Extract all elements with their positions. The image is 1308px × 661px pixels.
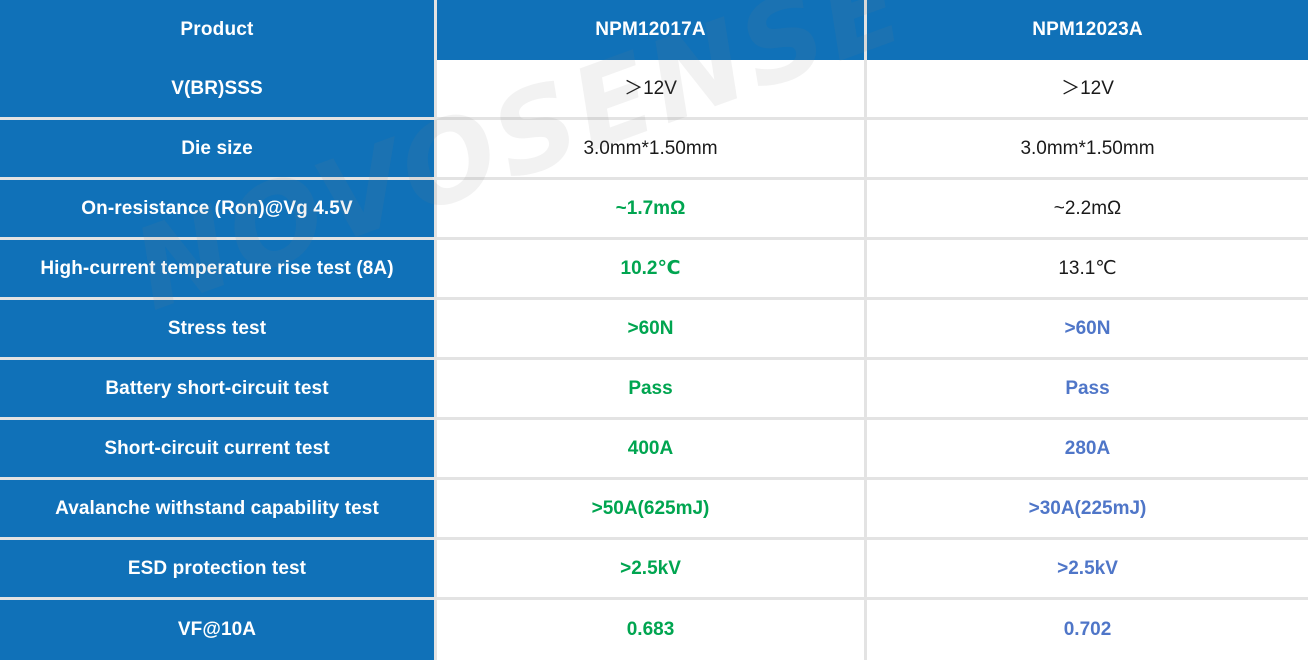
table-row: Stress test >60N >60N — [0, 300, 1308, 360]
cell-npm12017a: Pass — [437, 360, 867, 420]
cell-npm12023a: 0.702 — [867, 600, 1308, 660]
cell-npm12017a: 0.683 — [437, 600, 867, 660]
cell-npm12017a: 3.0mm*1.50mm — [437, 120, 867, 180]
column-header-product: Product — [0, 0, 437, 60]
row-label: On-resistance (Ron)@Vg 4.5V — [0, 180, 437, 240]
cell-npm12023a: 280A — [867, 420, 1308, 480]
table-header: Product NPM12017A NPM12023A — [0, 0, 1308, 60]
table-row: Short-circuit current test 400A 280A — [0, 420, 1308, 480]
row-label: Die size — [0, 120, 437, 180]
table-row: Die size 3.0mm*1.50mm 3.0mm*1.50mm — [0, 120, 1308, 180]
cell-npm12023a: >60N — [867, 300, 1308, 360]
cell-npm12023a: >30A(225mJ) — [867, 480, 1308, 540]
row-label: Battery short-circuit test — [0, 360, 437, 420]
row-label: ESD protection test — [0, 540, 437, 600]
column-header-npm12017a: NPM12017A — [437, 0, 867, 60]
row-label: Stress test — [0, 300, 437, 360]
cell-npm12017a: 400A — [437, 420, 867, 480]
cell-npm12023a: ~2.2mΩ — [867, 180, 1308, 240]
row-label: Short-circuit current test — [0, 420, 437, 480]
row-label: V(BR)SSS — [0, 60, 437, 120]
table-row: On-resistance (Ron)@Vg 4.5V ~1.7mΩ ~2.2mΩ — [0, 180, 1308, 240]
cell-npm12017a: ~1.7mΩ — [437, 180, 867, 240]
row-label: VF@10A — [0, 600, 437, 660]
cell-npm12023a: 3.0mm*1.50mm — [867, 120, 1308, 180]
cell-npm12017a: >50A(625mJ) — [437, 480, 867, 540]
table-body: V(BR)SSS ＞12V ＞12V Die size 3.0mm*1.50mm 3.0m… — [0, 60, 1308, 660]
cell-npm12023a: >2.5kV — [867, 540, 1308, 600]
table-row: VF@10A 0.683 0.702 — [0, 600, 1308, 660]
table-row: Avalanche withstand capability test >50A(… — [0, 480, 1308, 540]
table-row: ESD protection test >2.5kV >2.5kV — [0, 540, 1308, 600]
cell-npm12017a: ＞12V — [437, 60, 867, 120]
table-row: High-current temperature rise test (8A) 1… — [0, 240, 1308, 300]
cell-npm12023a: 13.1℃ — [867, 240, 1308, 300]
cell-npm12017a: >60N — [437, 300, 867, 360]
column-header-npm12023a: NPM12023A — [867, 0, 1308, 60]
row-label: Avalanche withstand capability test — [0, 480, 437, 540]
cell-npm12017a: >2.5kV — [437, 540, 867, 600]
table-header-row: Product NPM12017A NPM12023A — [0, 0, 1308, 60]
cell-npm12023a: ＞12V — [867, 60, 1308, 120]
table-row: Battery short-circuit test Pass Pass — [0, 360, 1308, 420]
cell-npm12023a: Pass — [867, 360, 1308, 420]
row-label: High-current temperature rise test (8A) — [0, 240, 437, 300]
cell-npm12017a: 10.2℃ — [437, 240, 867, 300]
table-row: V(BR)SSS ＞12V ＞12V — [0, 60, 1308, 120]
